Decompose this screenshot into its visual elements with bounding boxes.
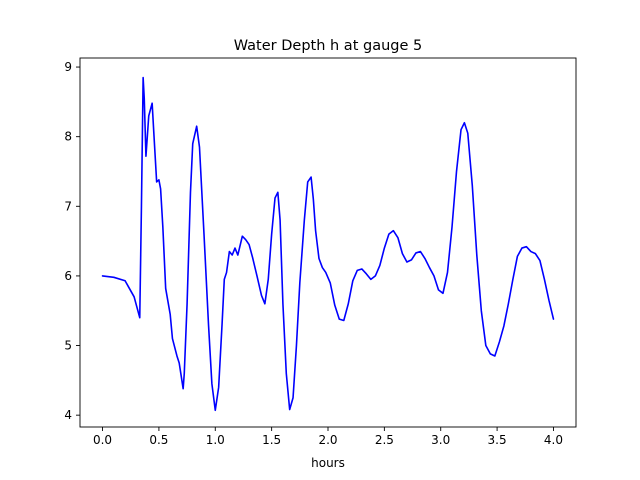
x-tick-label: 2.5 [375, 433, 394, 447]
y-tick-label: 7 [64, 199, 72, 213]
x-axis-ticks: 0.0 0.5 1.0 1.5 2.0 2.5 3.0 3.5 4.0 [93, 427, 563, 447]
y-axis-ticks: 4 5 6 7 8 9 [64, 60, 80, 422]
y-tick-label: 9 [64, 60, 72, 74]
x-tick-label: 0.0 [93, 433, 112, 447]
x-tick-label: 1.0 [206, 433, 225, 447]
x-axis-label: hours [311, 456, 345, 470]
x-tick-label: 3.5 [488, 433, 507, 447]
x-tick-label: 2.0 [318, 433, 337, 447]
x-tick-label: 1.5 [262, 433, 281, 447]
chart-title: Water Depth h at gauge 5 [234, 38, 422, 54]
y-tick-label: 4 [64, 408, 72, 422]
x-tick-label: 3.0 [431, 433, 450, 447]
x-tick-label: 0.5 [149, 433, 168, 447]
series-line-0 [101, 76, 555, 412]
y-tick-label: 6 [64, 269, 72, 283]
y-tick-label: 8 [64, 130, 72, 144]
x-tick-label: 4.0 [544, 433, 563, 447]
y-tick-label: 5 [64, 339, 72, 353]
